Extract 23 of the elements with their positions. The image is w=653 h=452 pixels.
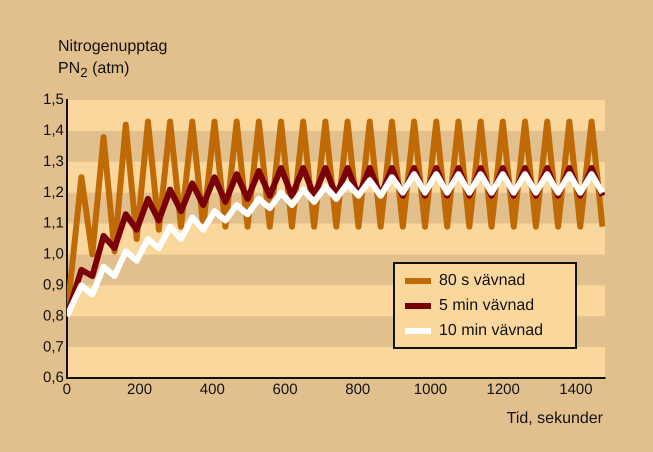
x-tick-label: 200 [127, 381, 152, 398]
x-tick-label: 400 [200, 381, 225, 398]
y-tick-label: 1,0 [42, 246, 64, 263]
y-tick-label: 1,4 [42, 122, 64, 140]
x-tick-label: 1200 [486, 381, 520, 398]
y-tick-label: 0,8 [42, 307, 64, 324]
y-tick-label: 1,3 [42, 152, 64, 170]
y-tick-label: 0,7 [42, 338, 64, 356]
x-tick-label: 600 [272, 381, 298, 398]
x-tick-label: 0 [62, 381, 72, 398]
y-tick-label: 0,6 [42, 369, 64, 386]
y-tick-label: 0,9 [42, 276, 64, 294]
legend-label: 80 s vävnad [439, 272, 526, 290]
legend-label: 5 min vävnad [439, 296, 534, 314]
y-axis-title: Nitrogenupptag PN$_{2}$ (atm) [58, 37, 168, 82]
x-axis-title: Tid, sekunder [506, 410, 603, 428]
y-tick-label: 1,5 [42, 91, 64, 108]
x-tick-label: 1000 [414, 381, 448, 398]
y-tick-label: 1,2 [42, 184, 64, 201]
y-tick-label: 1,1 [42, 214, 64, 232]
x-tick-label: 800 [345, 381, 370, 398]
legend-label: 10 min vävnad [439, 322, 544, 340]
x-tick-label: 1400 [559, 381, 593, 398]
